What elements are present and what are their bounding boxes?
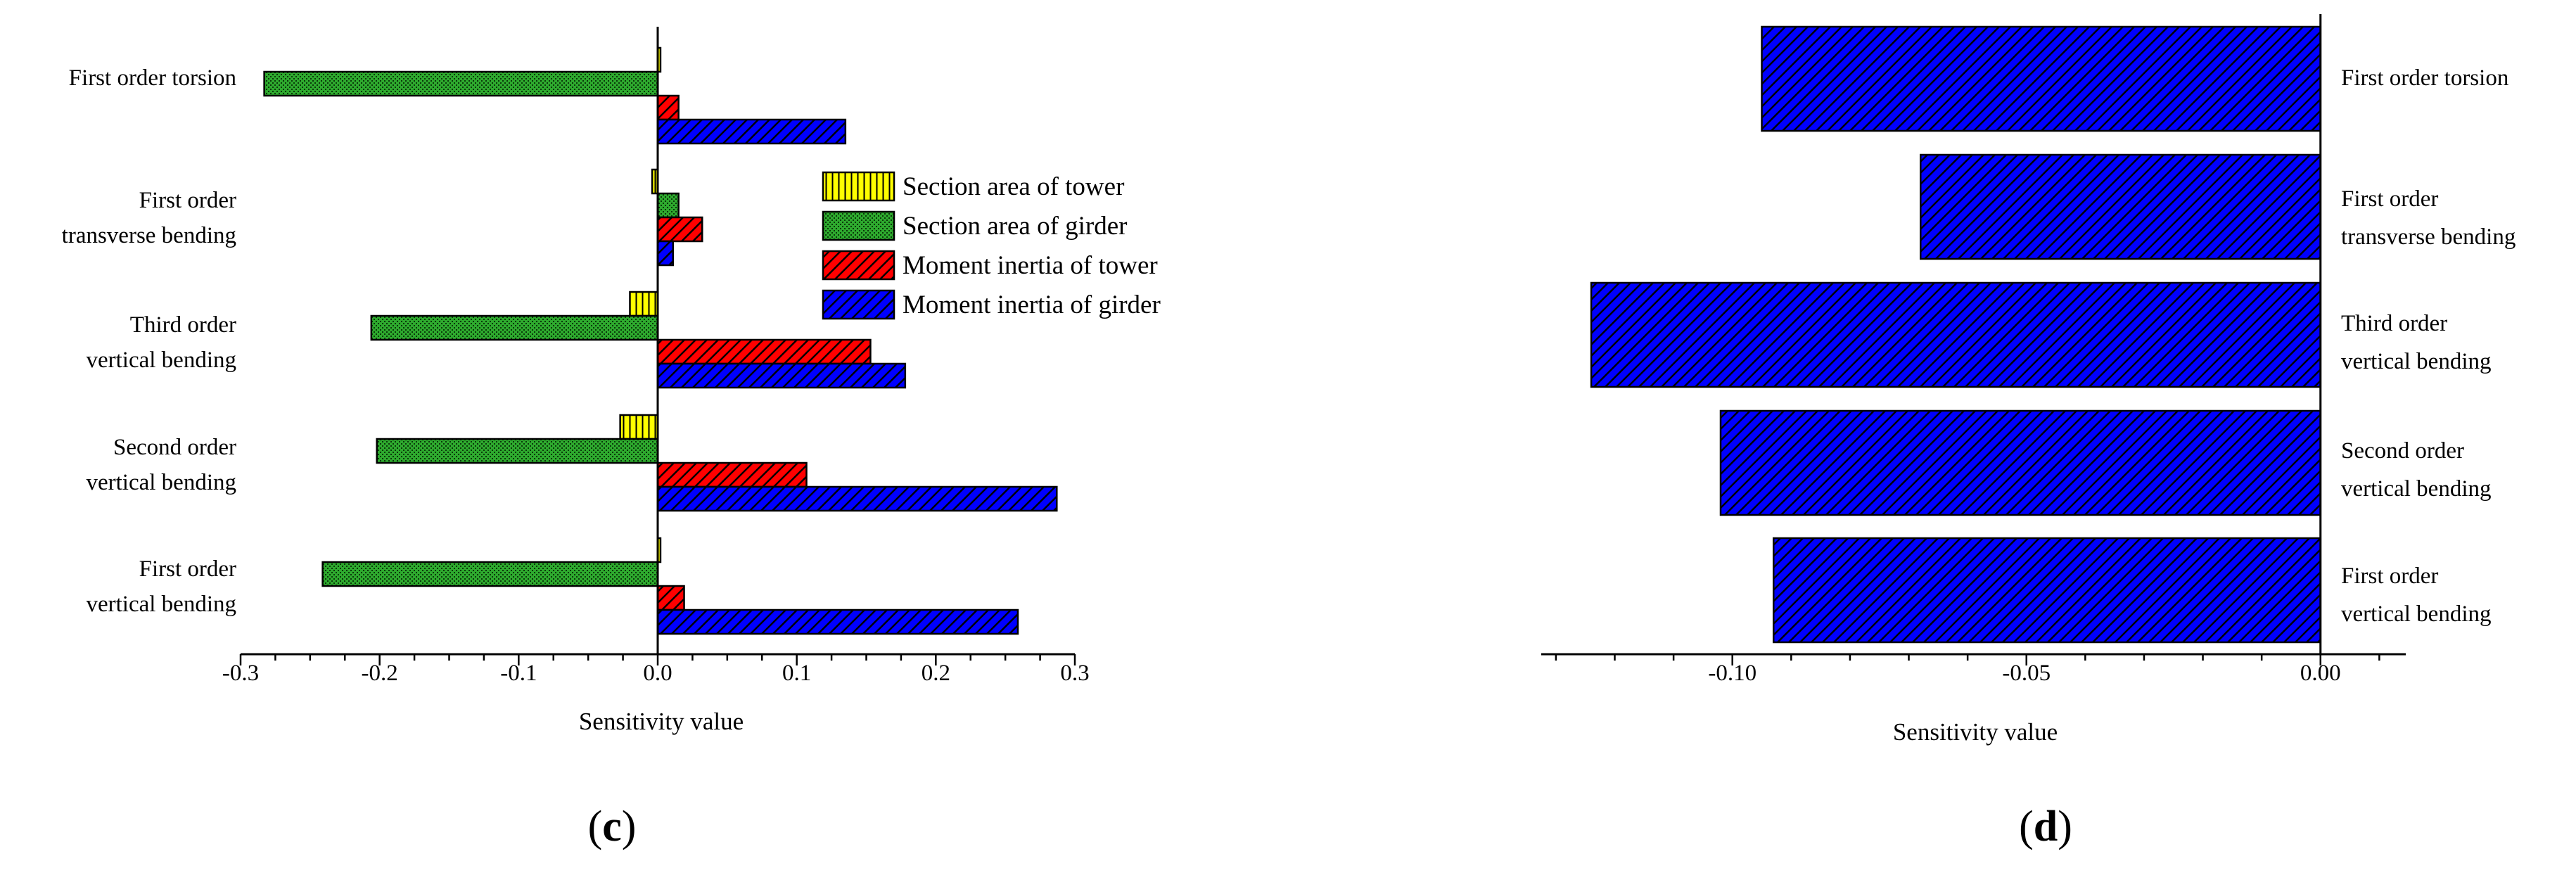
bar [656,461,808,488]
category-label: vertical bending [2341,476,2492,502]
legend-label: Moment inertia of tower [903,251,1158,280]
category-label: transverse bending [62,223,236,248]
category-label: vertical bending [2341,349,2492,374]
bar [656,338,872,365]
category-label: First order [139,188,236,213]
bar [619,414,659,440]
bar [1920,153,2322,260]
x-tick-label: 0.00 [2300,661,2341,686]
bar [1772,537,2322,644]
bar [263,70,659,97]
category-label: First order [2341,186,2438,212]
x-axis-title: Sensitivity value [579,708,744,735]
bar [656,585,685,611]
x-tick-label: 0.2 [922,661,950,686]
bar [1590,281,2322,388]
bar [376,438,659,464]
category-label: Third order [2341,311,2447,336]
category-label: First order torsion [2341,65,2508,91]
x-tick-label: 0.0 [643,661,672,686]
bar [321,561,659,587]
category-label: First order [2341,563,2438,589]
legend-swatch [822,210,895,241]
category-label: Third order [130,312,236,338]
bar [1761,25,2322,132]
x-tick-label: 0.1 [782,661,811,686]
category-label: transverse bending [2341,224,2516,250]
category-label: Second order [113,435,236,460]
bar [629,291,659,317]
category-label: First order [139,556,236,582]
legend-swatch [822,250,895,281]
x-tick-label: 0.3 [1060,661,1089,686]
bar [656,240,674,267]
category-label: vertical bending [86,348,236,373]
bar [1719,409,2322,516]
bar [656,608,1019,635]
legend-label: Moment inertia of girder [903,291,1161,319]
bar [656,485,1058,512]
bar [656,94,680,121]
legend-swatch [822,289,895,320]
x-tick-label: -0.3 [222,661,259,686]
bar [370,314,659,341]
category-label: vertical bending [86,592,236,617]
x-tick-label: -0.05 [2002,661,2051,686]
bar [656,118,847,145]
category-label: Second order [2341,438,2464,464]
panel-label-c: (c) [588,803,637,850]
legend-label: Section area of tower [903,172,1124,201]
x-tick-label: -0.2 [362,661,398,686]
x-tick-label: -0.10 [1708,661,1756,686]
bar [656,216,703,243]
bar [656,192,680,219]
category-label: vertical bending [86,470,236,495]
category-label: vertical bending [2341,601,2492,627]
chart-panel-c: -0.3 -0.2 -0.1 0.0 0.1 0.2 0.3 Sensitivity valu… [62,27,1161,735]
legend-swatch [822,171,895,202]
category-label: First order torsion [69,65,236,91]
panel-label-d: (d) [2019,803,2072,850]
x-tick-label: -0.1 [500,661,537,686]
x-axis-title: Sensitivity value [1893,718,2058,746]
chart-panel-d: -0.10 -0.05 0.00 Sensitivity value First ord… [1541,14,2516,746]
bar [656,362,907,389]
legend-label: Section area of girder [903,212,1128,241]
